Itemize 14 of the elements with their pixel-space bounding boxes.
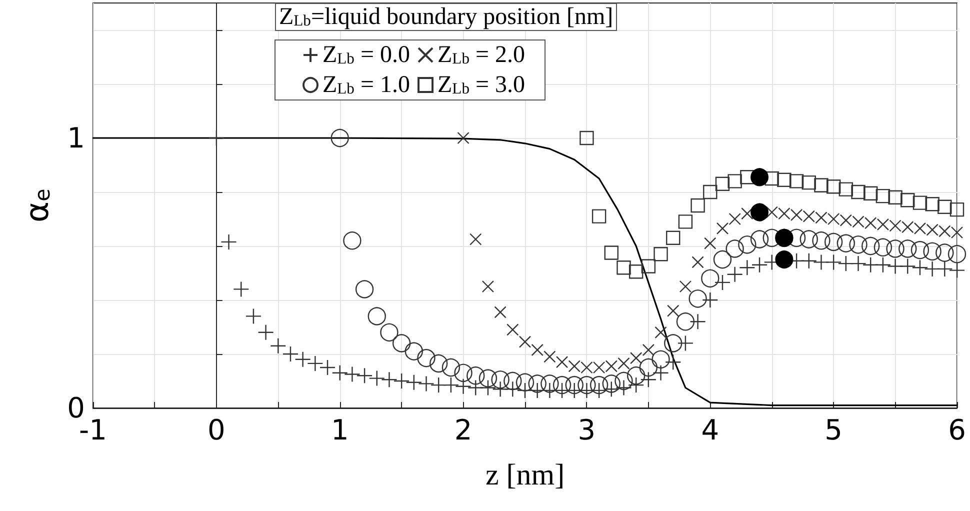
x-tick-label: 0 [208, 414, 226, 446]
x-tick-label: 6 [948, 414, 966, 446]
legend-label: ZLb = 0.0 [322, 42, 410, 68]
legend-label: ZLb = 3.0 [438, 72, 526, 98]
x-tick-label: 3 [578, 414, 596, 446]
legend-label: ZLb = 1.0 [322, 72, 410, 98]
legend-title: ZLb=liquid boundary position [nm] [279, 4, 614, 30]
legend-label: ZLb = 2.0 [438, 42, 526, 68]
x-tick-label: 4 [701, 414, 720, 446]
x-tick-label: 2 [454, 414, 472, 446]
x-tick-label: 5 [824, 414, 842, 446]
x-axis-title: z [nm] [485, 458, 565, 492]
y-axis-title: αe [18, 188, 56, 222]
x-tick-label: 1 [330, 414, 349, 446]
